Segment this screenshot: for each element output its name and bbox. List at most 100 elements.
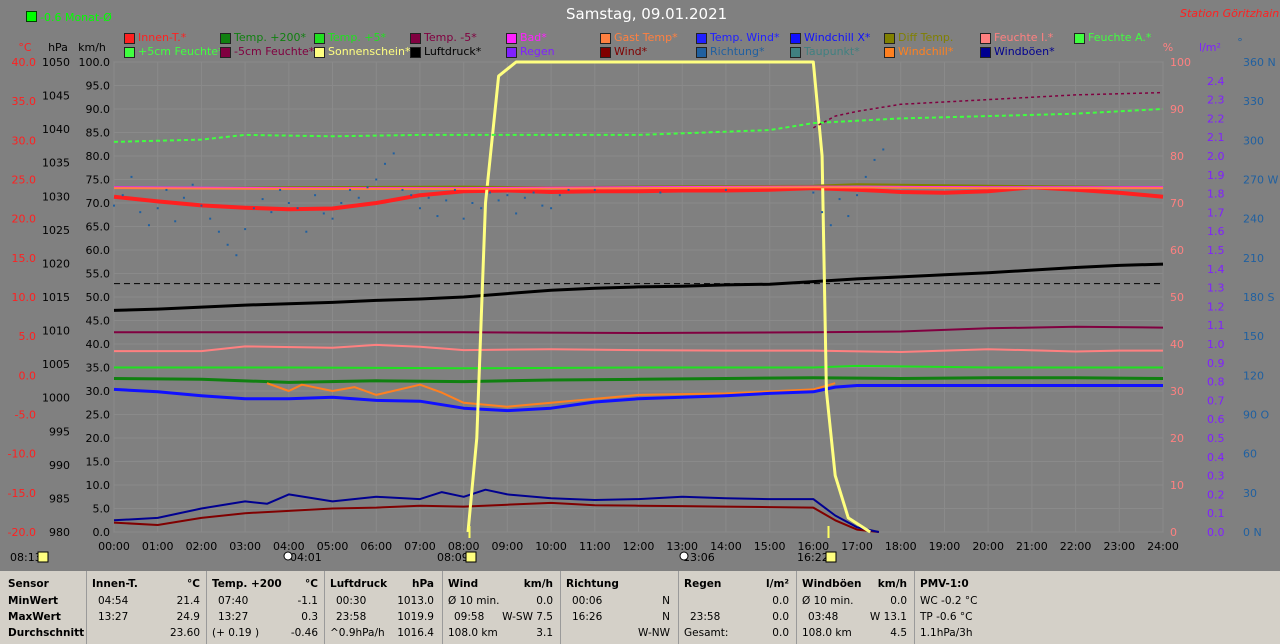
hpa-tick-label: 1020 bbox=[42, 257, 70, 270]
direction-point bbox=[812, 191, 815, 194]
rain-tick-label: 1.2 bbox=[1207, 300, 1225, 313]
legend-swatch bbox=[884, 47, 895, 58]
celsius-tick-label: 35.0 bbox=[12, 95, 37, 108]
legend-label: Temp. Wind* bbox=[710, 31, 780, 44]
series-line bbox=[113, 384, 1163, 413]
legend-label: Windböen* bbox=[994, 45, 1055, 58]
legend-swatch bbox=[980, 47, 991, 58]
direction-tick-label: 270 W bbox=[1243, 174, 1278, 187]
x-tick-label: 17:00 bbox=[841, 540, 873, 553]
kmh-tick-label: 10.0 bbox=[86, 479, 111, 492]
unit-percent: % bbox=[1163, 41, 1173, 54]
month-square-icon bbox=[26, 11, 37, 22]
kmh-tick-label: 65.0 bbox=[86, 221, 111, 234]
x-tick-label: 15:00 bbox=[754, 540, 786, 553]
x-tick-label: 05:00 bbox=[317, 540, 349, 553]
kmh-tick-label: 30.0 bbox=[86, 385, 111, 398]
hpa-tick-label: 1005 bbox=[42, 358, 70, 371]
x-tick-label: 03:00 bbox=[229, 540, 261, 553]
unit-kmh: km/h bbox=[78, 41, 106, 54]
direction-point bbox=[331, 217, 334, 220]
direction-point bbox=[322, 212, 325, 215]
direction-point bbox=[532, 191, 535, 194]
month-average-indicator: -0.6 Monat-Ø bbox=[26, 11, 112, 24]
station-name: Station Göritzhain bbox=[1180, 7, 1280, 20]
legend-label: +5cm Feuchte* bbox=[138, 45, 224, 58]
rain-tick-label: 2.3 bbox=[1207, 94, 1225, 107]
hpa-tick-label: 1015 bbox=[42, 291, 70, 304]
table-cell: 13:27 bbox=[98, 611, 129, 623]
table-group-unit: hPa bbox=[412, 578, 434, 590]
legend-swatch bbox=[980, 33, 991, 44]
x-tick-label: 04:00 bbox=[273, 540, 305, 553]
table-group-unit: °C bbox=[305, 578, 318, 590]
x-tick-label: 21:00 bbox=[1016, 540, 1048, 553]
hpa-tick-label: 985 bbox=[49, 492, 70, 505]
table-cell: Gesamt: bbox=[684, 627, 729, 639]
sun-icon bbox=[37, 551, 49, 563]
kmh-tick-label: 100.0 bbox=[79, 56, 111, 69]
series-line bbox=[114, 325, 1164, 334]
event-label-sunrise: 08:13 bbox=[10, 551, 42, 564]
kmh-tick-label: 60.0 bbox=[86, 244, 111, 257]
series-line bbox=[114, 343, 1163, 353]
kmh-tick-label: 45.0 bbox=[86, 315, 111, 328]
legend-label: Gast Temp* bbox=[614, 31, 678, 44]
legend-swatch bbox=[506, 33, 517, 44]
kmh-tick-label: 40.0 bbox=[86, 338, 111, 351]
table-cell: 0.0 bbox=[772, 627, 789, 639]
direction-point bbox=[436, 215, 439, 218]
direction-point bbox=[279, 188, 282, 191]
celsius-tick-label: 30.0 bbox=[12, 134, 37, 147]
direction-point bbox=[139, 211, 142, 214]
table-cell: 108.0 km bbox=[448, 627, 498, 639]
legend-label: Diff Temp. bbox=[898, 31, 954, 44]
moon-icon bbox=[283, 551, 293, 561]
direction-point bbox=[287, 202, 290, 204]
table-cell: 1019.9 bbox=[397, 611, 434, 623]
direction-point bbox=[113, 204, 115, 207]
celsius-tick-label: -5.0 bbox=[15, 409, 36, 422]
direction-point bbox=[174, 220, 177, 223]
table-cell: 3.1 bbox=[536, 627, 553, 639]
direction-point bbox=[147, 224, 150, 227]
direction-point bbox=[392, 152, 395, 155]
direction-point bbox=[191, 183, 194, 186]
table-divider bbox=[796, 571, 797, 644]
direction-tick-label: 210 bbox=[1243, 252, 1264, 265]
unit-direction: ° bbox=[1237, 36, 1243, 49]
table-cell: 09:58 bbox=[454, 611, 485, 623]
direction-point bbox=[383, 162, 386, 165]
rain-tick-label: 0.8 bbox=[1207, 376, 1225, 389]
hpa-tick-label: 1030 bbox=[42, 190, 70, 203]
direction-point bbox=[462, 217, 465, 220]
table-cell: 0.0 bbox=[772, 595, 789, 607]
direction-point bbox=[349, 188, 352, 191]
table-divider bbox=[442, 571, 443, 644]
x-tick-label: 02:00 bbox=[186, 540, 218, 553]
direction-tick-label: 150 bbox=[1243, 330, 1264, 343]
summary-table: Sensor MinWert MaxWert Durchschnitt Innen-T.… bbox=[0, 571, 1280, 644]
kmh-tick-label: 70.0 bbox=[86, 197, 111, 210]
event-label-moonrise: 04:01 bbox=[290, 551, 322, 564]
celsius-tick-label: 15.0 bbox=[12, 252, 37, 265]
hpa-tick-label: 1040 bbox=[42, 123, 70, 136]
percent-tick-label: 60 bbox=[1170, 244, 1184, 257]
direction-tick-label: 300 bbox=[1243, 134, 1264, 147]
series-line bbox=[114, 364, 1163, 370]
x-tick-label: 00:00 bbox=[98, 540, 130, 553]
table-cell: -1.1 bbox=[297, 595, 319, 607]
legend-label: Wind* bbox=[614, 45, 648, 58]
direction-point bbox=[261, 198, 264, 201]
rain-tick-label: 2.4 bbox=[1207, 75, 1225, 88]
chart-title: Samstag, 09.01.2021 bbox=[566, 5, 728, 23]
legend-swatch bbox=[124, 47, 135, 58]
table-cell: (+ 0.19 ) bbox=[212, 627, 260, 639]
series-line bbox=[812, 91, 1164, 129]
legend-swatch bbox=[220, 47, 231, 58]
kmh-tick-label: 50.0 bbox=[86, 291, 111, 304]
celsius-tick-label: -15.0 bbox=[8, 487, 36, 500]
direction-point bbox=[121, 194, 124, 197]
table-cell: 23.60 bbox=[169, 627, 200, 639]
direction-point bbox=[453, 188, 456, 191]
